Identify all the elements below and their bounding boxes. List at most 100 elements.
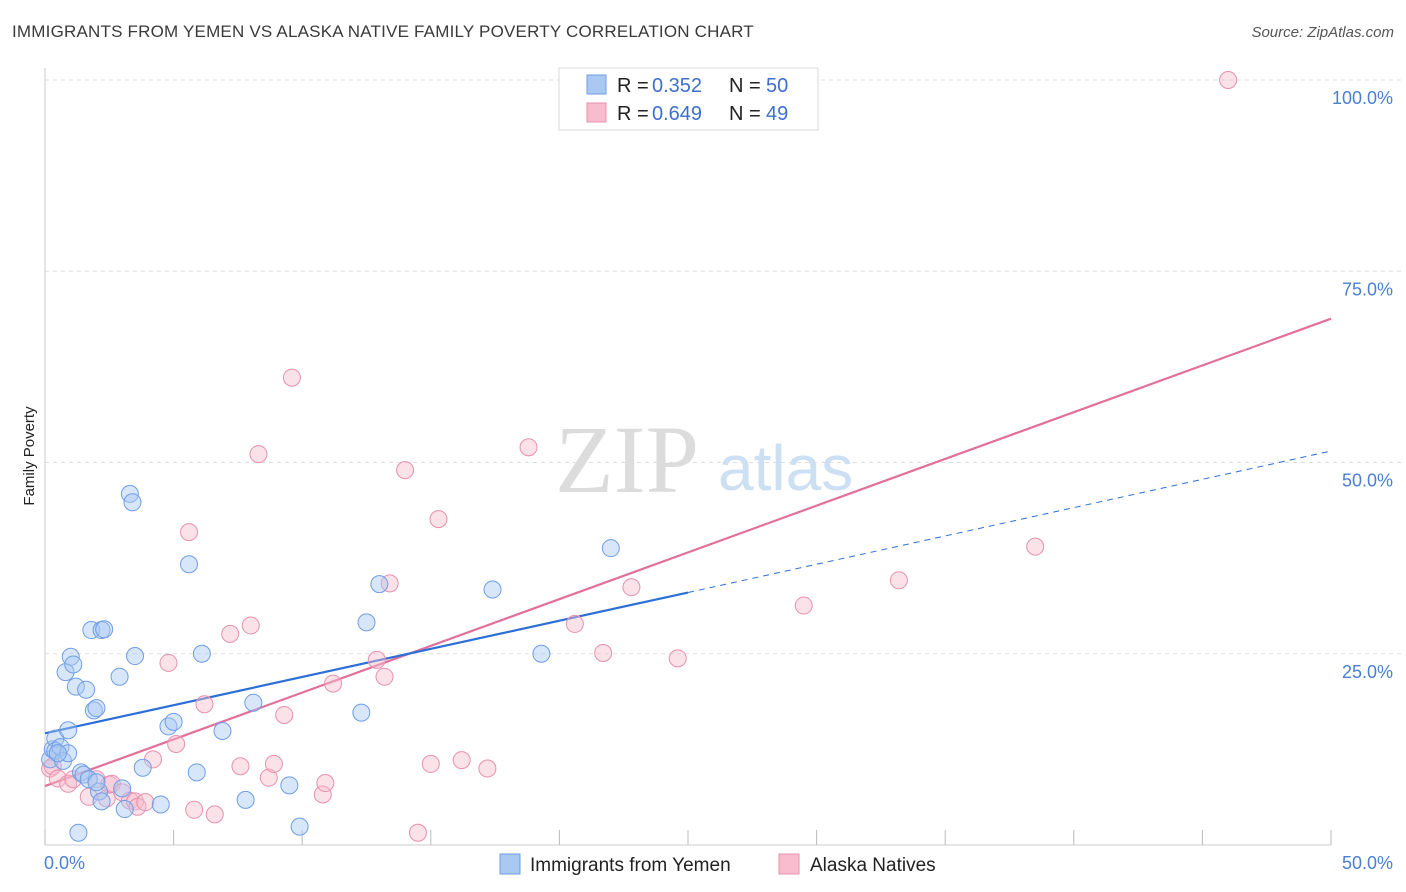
point-alaska-natives bbox=[565, 614, 584, 633]
point-alaska-natives bbox=[1026, 537, 1045, 556]
point-immigrants-from-yemen bbox=[180, 555, 199, 574]
point-alaska-natives bbox=[195, 695, 214, 714]
legend-n-label-2: N = bbox=[729, 103, 761, 125]
legend-swatch-pink bbox=[586, 102, 607, 123]
point-alaska-natives bbox=[452, 751, 471, 770]
point-immigrants-from-yemen bbox=[483, 580, 502, 599]
point-immigrants-from-yemen bbox=[87, 773, 106, 792]
point-alaska-natives bbox=[313, 785, 332, 804]
point-alaska-natives bbox=[367, 650, 386, 669]
watermark: ZIP atlas bbox=[555, 406, 853, 513]
point-immigrants-from-yemen bbox=[69, 823, 88, 842]
point-immigrants-from-yemen bbox=[84, 701, 103, 720]
point-immigrants-from-yemen bbox=[113, 779, 132, 798]
point-alaska-natives bbox=[126, 792, 145, 811]
point-alaska-natives bbox=[594, 643, 613, 662]
point-alaska-natives bbox=[180, 523, 199, 542]
point-immigrants-from-yemen bbox=[280, 776, 299, 795]
legend-r-value-2: 0.649 bbox=[652, 103, 702, 125]
point-alaska-natives bbox=[421, 754, 440, 773]
point-immigrants-from-yemen bbox=[601, 539, 620, 558]
point-immigrants-from-yemen bbox=[95, 620, 114, 639]
point-alaska-natives bbox=[429, 510, 448, 529]
point-immigrants-from-yemen bbox=[187, 763, 206, 782]
y-tick-label: 100.0% bbox=[1332, 88, 1393, 108]
bottom-legend-label-alaska: Alaska Natives bbox=[810, 855, 936, 876]
point-immigrants-from-yemen bbox=[290, 817, 309, 836]
point-immigrants-from-yemen bbox=[46, 729, 65, 748]
point-alaska-natives bbox=[259, 768, 278, 787]
series-legend: Immigrants from Yemen Alaska Natives bbox=[499, 853, 936, 876]
point-immigrants-from-yemen bbox=[123, 493, 142, 512]
series-immigrants-from-yemen bbox=[41, 484, 620, 842]
point-immigrants-from-yemen bbox=[87, 699, 106, 718]
point-alaska-natives bbox=[375, 667, 394, 686]
y-tick-label: 50.0% bbox=[1342, 471, 1393, 491]
point-immigrants-from-yemen bbox=[59, 744, 78, 763]
legend-n-value-1: 50 bbox=[766, 75, 788, 97]
legend-r-value-1: 0.352 bbox=[652, 75, 702, 97]
stats-legend: R = 0.352 N = 50 R = 0.649 N = 49 bbox=[558, 67, 819, 131]
point-immigrants-from-yemen bbox=[77, 680, 96, 699]
legend-swatch-blue bbox=[586, 74, 607, 95]
point-alaska-natives bbox=[205, 805, 224, 824]
point-alaska-natives bbox=[622, 578, 641, 597]
point-immigrants-from-yemen bbox=[64, 655, 83, 674]
point-alaska-natives bbox=[396, 461, 415, 480]
y-tick-label: 75.0% bbox=[1342, 279, 1393, 299]
point-alaska-natives bbox=[221, 624, 240, 643]
point-alaska-natives bbox=[64, 770, 83, 789]
point-alaska-natives bbox=[519, 438, 538, 457]
point-immigrants-from-yemen bbox=[133, 758, 152, 777]
point-alaska-natives bbox=[794, 596, 813, 615]
point-immigrants-from-yemen bbox=[59, 721, 78, 740]
point-immigrants-from-yemen bbox=[192, 644, 211, 663]
trend-line-alaska bbox=[44, 317, 1332, 788]
bottom-legend-label-yemen: Immigrants from Yemen bbox=[530, 855, 731, 876]
point-immigrants-from-yemen bbox=[164, 712, 183, 731]
point-immigrants-from-yemen bbox=[92, 792, 111, 811]
point-immigrants-from-yemen bbox=[244, 693, 263, 712]
point-alaska-natives bbox=[316, 774, 335, 793]
legend-r-label-2: R = bbox=[617, 103, 649, 125]
point-immigrants-from-yemen bbox=[115, 800, 134, 819]
point-immigrants-from-yemen bbox=[126, 647, 145, 666]
trend-line-yemen bbox=[44, 591, 689, 735]
point-alaska-natives bbox=[282, 368, 301, 387]
x-tick-label: 0.0% bbox=[44, 853, 85, 873]
point-alaska-natives bbox=[48, 769, 67, 788]
watermark-atlas: atlas bbox=[718, 432, 853, 504]
point-alaska-natives bbox=[264, 754, 283, 773]
point-alaska-natives bbox=[167, 735, 186, 754]
point-immigrants-from-yemen bbox=[66, 677, 85, 696]
point-alaska-natives bbox=[408, 823, 427, 842]
point-alaska-natives bbox=[324, 674, 343, 693]
point-immigrants-from-yemen bbox=[72, 763, 91, 782]
point-immigrants-from-yemen bbox=[213, 722, 232, 741]
legend-n-label-1: N = bbox=[729, 75, 761, 97]
point-immigrants-from-yemen bbox=[352, 703, 371, 722]
bottom-legend-swatch-blue bbox=[499, 853, 521, 875]
point-alaska-natives bbox=[185, 800, 204, 819]
bottom-legend-swatch-pink bbox=[778, 853, 800, 875]
y-axis-label: Family Poverty bbox=[21, 406, 38, 506]
legend-r-label-1: R = bbox=[617, 75, 649, 97]
point-alaska-natives bbox=[249, 445, 268, 464]
point-alaska-natives bbox=[380, 574, 399, 593]
point-immigrants-from-yemen bbox=[110, 667, 129, 686]
point-immigrants-from-yemen bbox=[357, 613, 376, 632]
trend-lines bbox=[44, 317, 1332, 788]
tick-labels: 25.0% 50.0% 75.0% 100.0% 0.0% 50.0% bbox=[44, 88, 1393, 873]
point-immigrants-from-yemen bbox=[82, 621, 101, 640]
axes bbox=[44, 68, 1332, 846]
gridlines bbox=[45, 79, 1401, 655]
point-immigrants-from-yemen bbox=[370, 575, 389, 594]
point-alaska-natives bbox=[136, 793, 155, 812]
legend-n-value-2: 49 bbox=[766, 103, 788, 125]
point-alaska-natives bbox=[668, 649, 687, 668]
series-alaska-natives bbox=[41, 71, 1238, 842]
point-alaska-natives bbox=[241, 616, 260, 635]
point-immigrants-from-yemen bbox=[151, 795, 170, 814]
point-alaska-natives bbox=[478, 759, 497, 778]
